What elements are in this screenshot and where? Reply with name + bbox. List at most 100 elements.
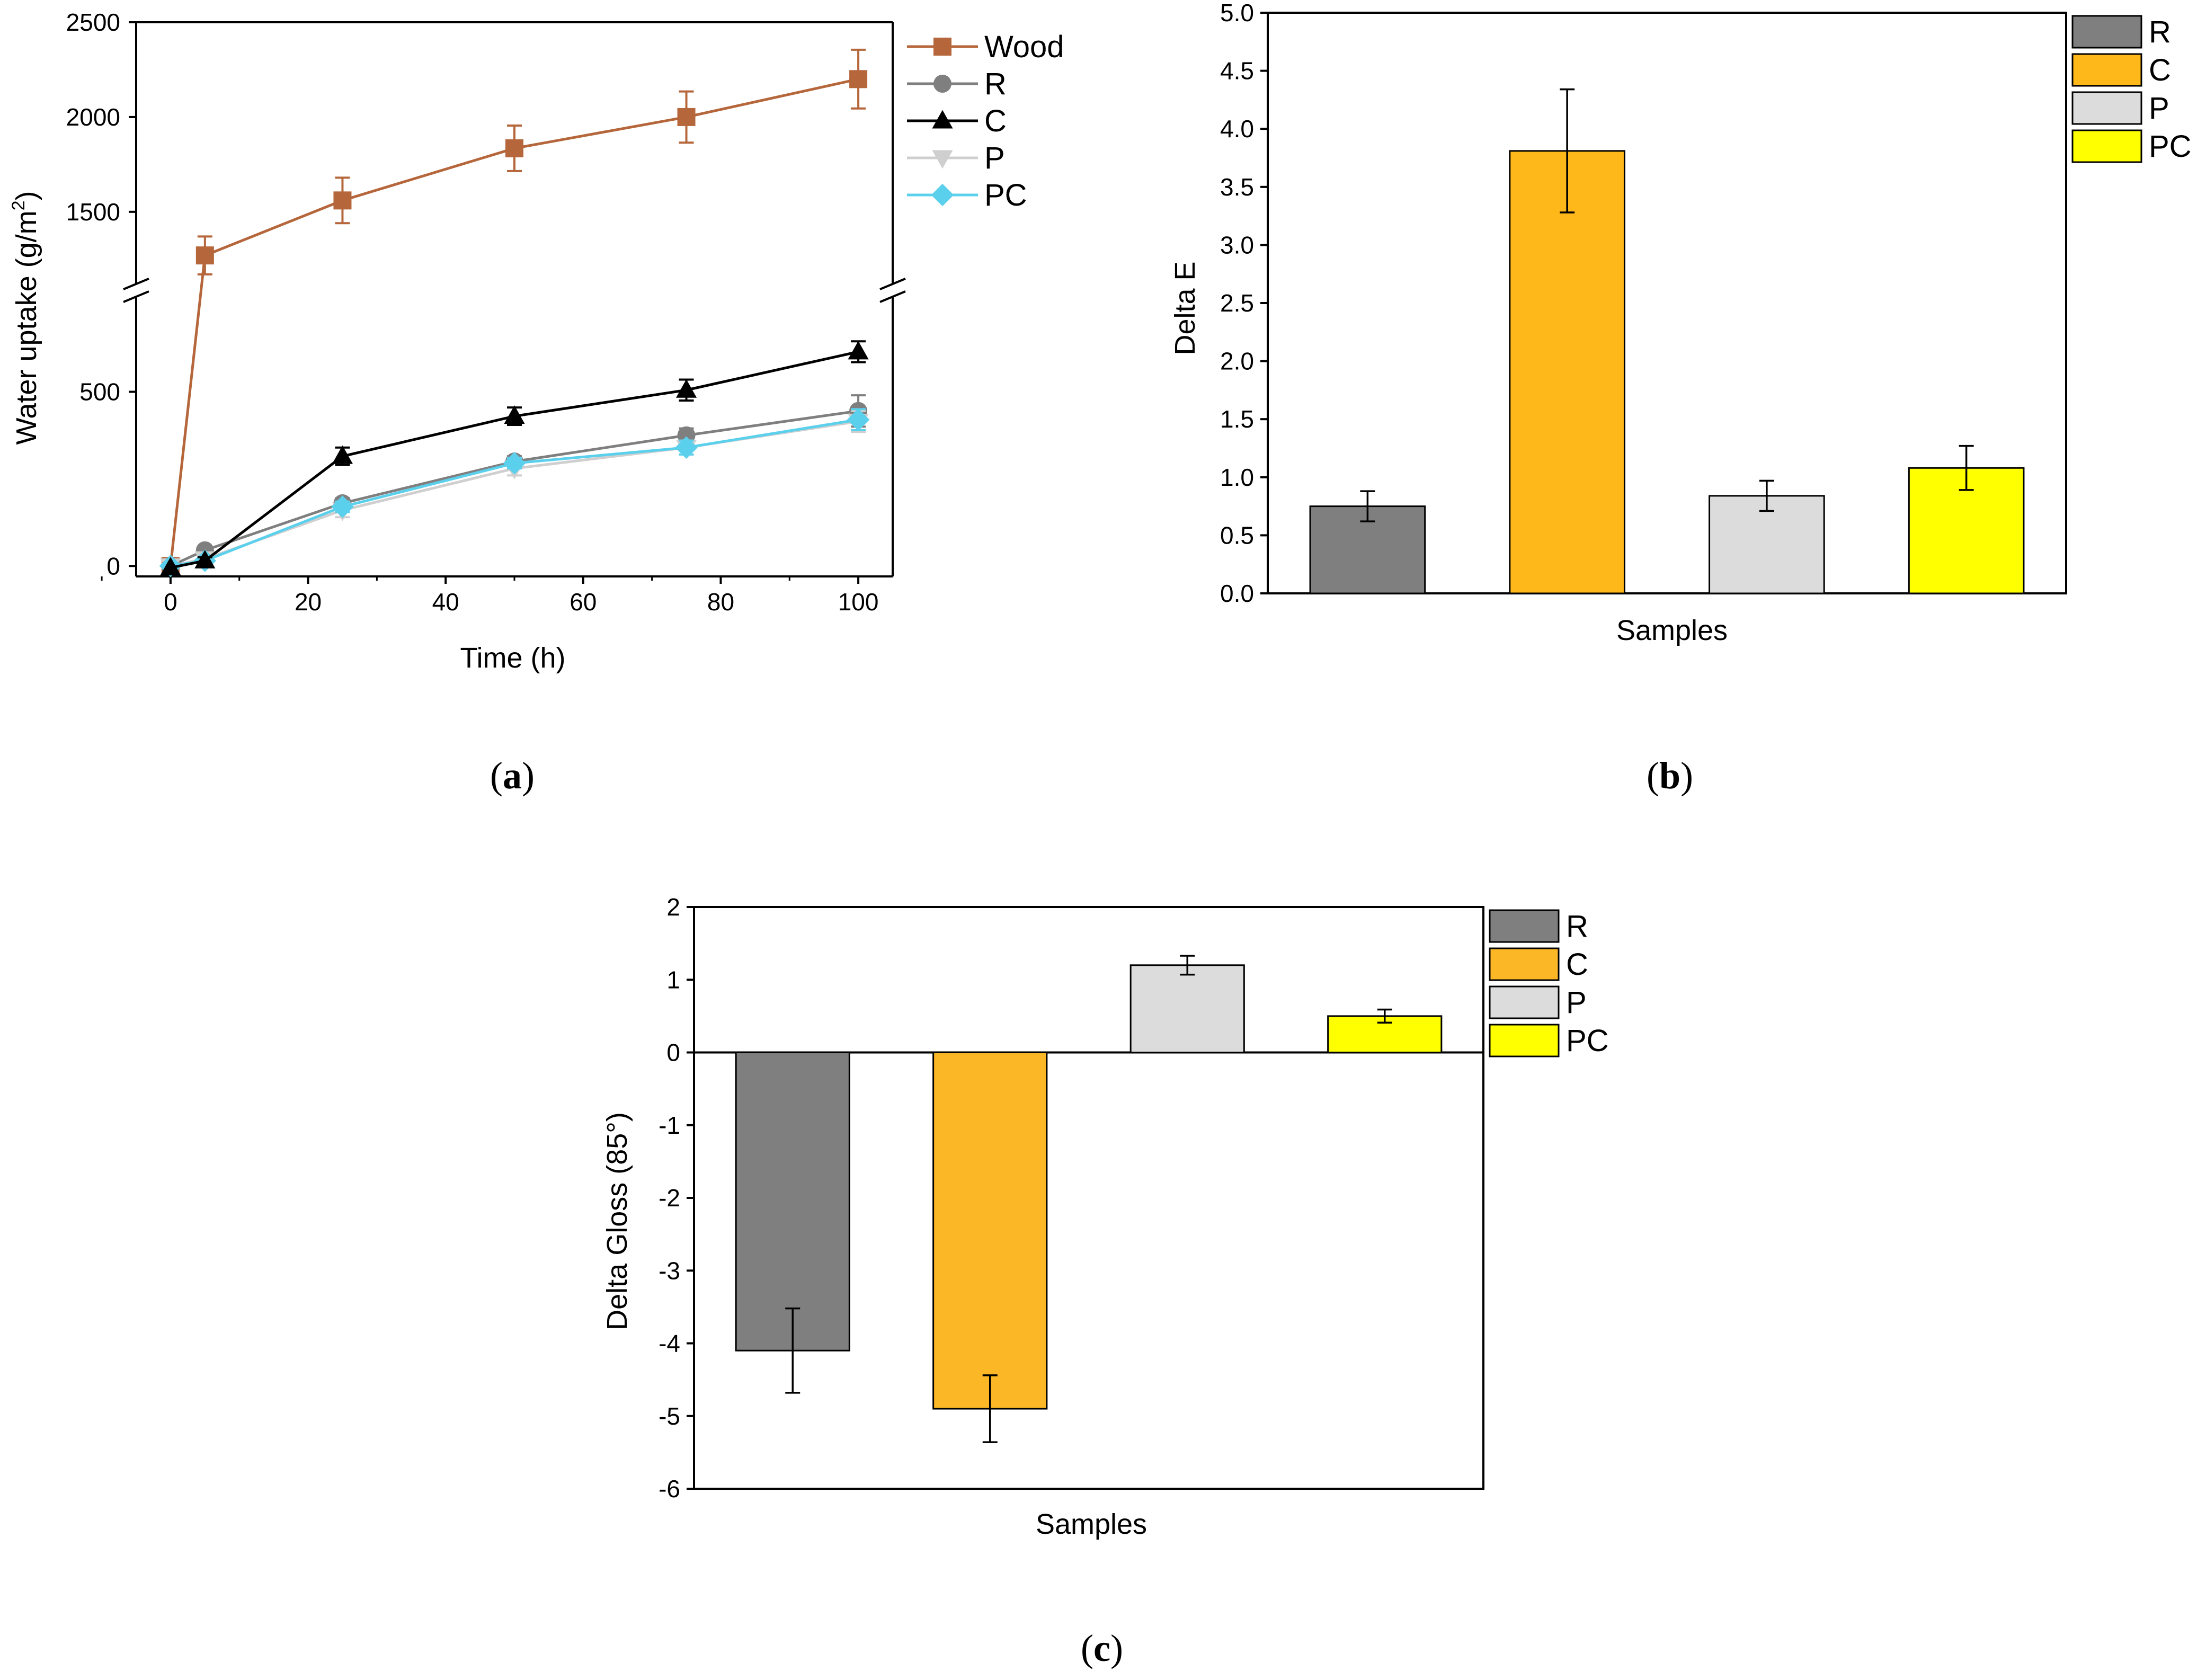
panel-b-bar-c (1509, 150, 1625, 594)
panel-c-y-axis-label: Delta Gloss (85°) (601, 1112, 633, 1330)
panel-a-series-c (160, 340, 869, 576)
panel-c-legend-swatch-pc (1489, 1024, 1560, 1057)
panel-b-y-axis-label: Delta E (1169, 261, 1201, 355)
panel-b-legend-entry-pc: PC (2149, 129, 2192, 164)
panel-b-legend-entry-p: P (2149, 91, 2169, 126)
panel-c-plot-area: 2 1 0 -1 -2 -3 -4 -5 -6 RCP PC (659, 893, 1608, 1503)
panel-a-x-axis-label: Time (h) (460, 642, 566, 674)
panel-a-y-axis-label: Water uptake (g/m2) (8, 191, 42, 445)
panel-a-y-tick-label-0: 0 (106, 552, 120, 580)
panel-b-y-tick-label: 4.5 (1220, 57, 1254, 85)
panel-b-legend-entry-c: C (2149, 53, 2171, 87)
panel-b-legend-swatch-p (2071, 91, 2142, 125)
panel-b-legend-entry-r: R (2149, 15, 2171, 49)
panel-b-legend-swatch-r (2071, 15, 2142, 49)
panel-c-bar-c (932, 1052, 1048, 1410)
panel-a-legend-entry-pc: PC (984, 178, 1027, 212)
panel-a-legend-marker-wood (933, 38, 951, 56)
panel-a-y-tick-label-2000: 2000 (66, 103, 120, 131)
panel-c-bar-pc (1327, 1015, 1443, 1053)
panel-b-y-tick-label: 3.0 (1220, 231, 1254, 259)
panel-a-y-tick-label-500: 500 (79, 378, 120, 406)
panel-a-series-wood (161, 48, 868, 575)
panel-c-y-tick-label: -6 (659, 1475, 680, 1503)
panel-c-y-tick-label: -3 (659, 1257, 680, 1284)
panel-a-legend-marker-r (933, 75, 951, 93)
panel-c-legend-swatch-c (1489, 947, 1560, 981)
panel-b-legend-swatch-c (2071, 53, 2142, 87)
panel-c-legend-entry-c: C (1566, 947, 1588, 982)
panel-c-y-tick-label: 0 (666, 1039, 680, 1066)
panel-a-point-wood (195, 246, 214, 265)
panel-b-y-tick-label: 4.0 (1220, 115, 1254, 143)
panel-a-series-pc (159, 408, 870, 577)
panel-a-legend-marker-pc (931, 183, 954, 207)
panel-c-legend-swatch-r (1489, 909, 1560, 943)
panel-c-legend-swatch-p (1489, 985, 1560, 1019)
panel-c-y-tick-label: -2 (659, 1184, 680, 1212)
panel-a-point-c (332, 445, 353, 464)
panel-a-x-tick-label-0: 0 (164, 588, 177, 616)
panel-b-legend-swatch-pc (2071, 129, 2142, 163)
panel-c-legend-entry-pc: PC (1566, 1024, 1609, 1058)
panel-a-line-pc (170, 418, 859, 567)
panel-c-bar-r (735, 1052, 850, 1352)
panel-b-y-tick-label: 2.0 (1220, 348, 1254, 375)
panel-a-point-c (504, 405, 525, 424)
panel-a-line-wood (169, 77, 859, 566)
panel-b-y-tick-label: 2.5 (1220, 289, 1254, 317)
panel-a-point-wood (849, 70, 868, 88)
panel-c-y-tick-label: -1 (659, 1112, 680, 1139)
panel-a-point-pc (503, 452, 526, 475)
panel-a-x-tick-label-80: 80 (707, 588, 734, 616)
panel-a-series (159, 48, 870, 577)
panel-a-y-tick-label-2500: 2500 (66, 8, 120, 36)
panel-a-point-c (194, 550, 216, 568)
panel-a-point-c (675, 379, 697, 398)
panel-a-point-wood (505, 139, 523, 157)
panel-a-point-c (848, 341, 869, 360)
panel-a-point-pc (675, 436, 698, 459)
panel-b-y-tick-label: 3.5 (1220, 173, 1254, 201)
caption-b: (b) (1647, 754, 1693, 797)
panel-a-legend-entry-p: P (984, 141, 1005, 175)
panel-b-x-axis-label: Samples (1616, 615, 1728, 646)
panel-a-y-axis-label-end: ) (11, 191, 42, 200)
panel-a-line-r (170, 410, 859, 567)
panel-a-point-wood (333, 191, 352, 210)
panel-c-legend-entry-p: P (1566, 985, 1587, 1020)
panel-a-legend-entry-c: C (984, 104, 1007, 138)
panel-c-delta-gloss-chart: 2 1 0 -1 -2 -3 -4 -5 -6 RCP PC Samples Delta Gloss… (601, 893, 1609, 1540)
panel-a-axis-break-mark-right (879, 290, 906, 303)
panel-a-plot-area (123, 21, 906, 577)
panel-a-x-tick-label-60: 60 (570, 588, 597, 616)
panel-a-legend-entry-wood: Wood (984, 30, 1064, 64)
panel-a-axis-break-mark-left (123, 278, 149, 290)
panel-b-y-tick-label: 0.0 (1220, 580, 1254, 607)
panel-a-ticks: 0 20 40 60 80 100 0 500 1500 2000 2500 (66, 8, 879, 616)
panel-a-y-tick-label-1500: 1500 (66, 198, 120, 226)
panel-b-y-tick-label: 5.0 (1220, 0, 1254, 26)
panel-a-axis-break-mark-right (879, 278, 906, 290)
panel-c-y-tick-label: -4 (659, 1330, 680, 1357)
panel-a-x-tick-label-20: 20 (295, 588, 322, 616)
panel-a-legend-marker-c (932, 110, 953, 129)
panel-c-bar-p (1129, 964, 1245, 1054)
caption-c: (c) (1081, 1627, 1123, 1669)
panel-c-legend-entry-r: R (1566, 909, 1588, 944)
panel-a-y-axis-label-superscript: 2 (8, 200, 29, 210)
panel-a-point-c (160, 557, 181, 576)
panel-c-x-axis-label: Samples (1036, 1508, 1147, 1540)
caption-a: (a) (490, 754, 535, 797)
panel-a-point-pc (847, 408, 870, 431)
panel-a-point-pc (331, 495, 354, 518)
panel-b-y-tick-label: 1.5 (1220, 405, 1254, 433)
panel-a-x-tick-label-40: 40 (432, 588, 459, 616)
panel-c-y-tick-label: -5 (659, 1402, 680, 1430)
panel-c-y-tick-label: 1 (666, 966, 680, 993)
